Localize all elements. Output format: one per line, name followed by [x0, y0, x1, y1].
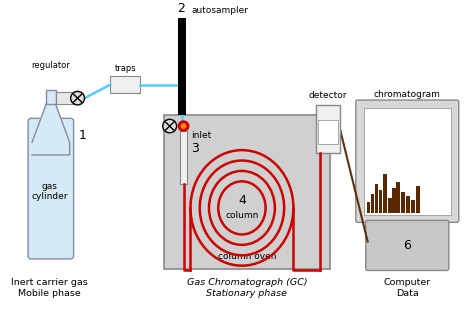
Bar: [406, 196, 410, 213]
Text: Gas Chromatograph (GC)
Stationary phase: Gas Chromatograph (GC) Stationary phase: [187, 278, 307, 298]
Bar: [366, 203, 370, 213]
FancyBboxPatch shape: [316, 105, 340, 153]
FancyBboxPatch shape: [356, 100, 459, 222]
Bar: [401, 192, 405, 213]
FancyBboxPatch shape: [110, 76, 140, 93]
Bar: [383, 173, 387, 213]
FancyBboxPatch shape: [28, 118, 73, 259]
Bar: [375, 184, 378, 213]
Bar: [388, 198, 392, 213]
Text: column oven: column oven: [218, 252, 276, 261]
Bar: [46, 91, 56, 104]
Text: autosampler: autosampler: [191, 6, 248, 15]
Text: 1: 1: [79, 129, 86, 142]
Text: chromatogram: chromatogram: [374, 90, 441, 99]
Text: gas
cylinder: gas cylinder: [32, 182, 68, 201]
Text: 5: 5: [324, 106, 332, 119]
Bar: [371, 194, 374, 213]
Ellipse shape: [224, 188, 260, 228]
Bar: [178, 18, 185, 115]
Text: Computer
Data: Computer Data: [383, 278, 431, 298]
Text: column: column: [225, 211, 259, 220]
FancyBboxPatch shape: [365, 220, 449, 270]
Text: traps: traps: [114, 64, 136, 73]
Bar: [180, 131, 188, 184]
Text: inlet: inlet: [191, 131, 212, 140]
Bar: [392, 188, 396, 213]
Text: 4: 4: [238, 194, 246, 207]
Circle shape: [163, 119, 177, 133]
FancyBboxPatch shape: [164, 115, 330, 268]
Bar: [379, 190, 383, 213]
Text: 6: 6: [403, 239, 411, 252]
Text: detector: detector: [309, 91, 347, 100]
Circle shape: [181, 123, 186, 129]
Text: 3: 3: [191, 142, 200, 156]
Bar: [396, 182, 400, 213]
FancyBboxPatch shape: [364, 108, 451, 215]
Polygon shape: [32, 102, 70, 155]
Text: Inert carrier gas
Mobile phase: Inert carrier gas Mobile phase: [11, 278, 88, 298]
Bar: [417, 186, 420, 213]
Text: regulator: regulator: [31, 61, 70, 70]
Circle shape: [178, 120, 190, 132]
Text: 2: 2: [178, 2, 185, 15]
Circle shape: [71, 92, 84, 105]
FancyBboxPatch shape: [56, 92, 73, 104]
FancyBboxPatch shape: [318, 120, 338, 144]
Bar: [411, 200, 415, 213]
